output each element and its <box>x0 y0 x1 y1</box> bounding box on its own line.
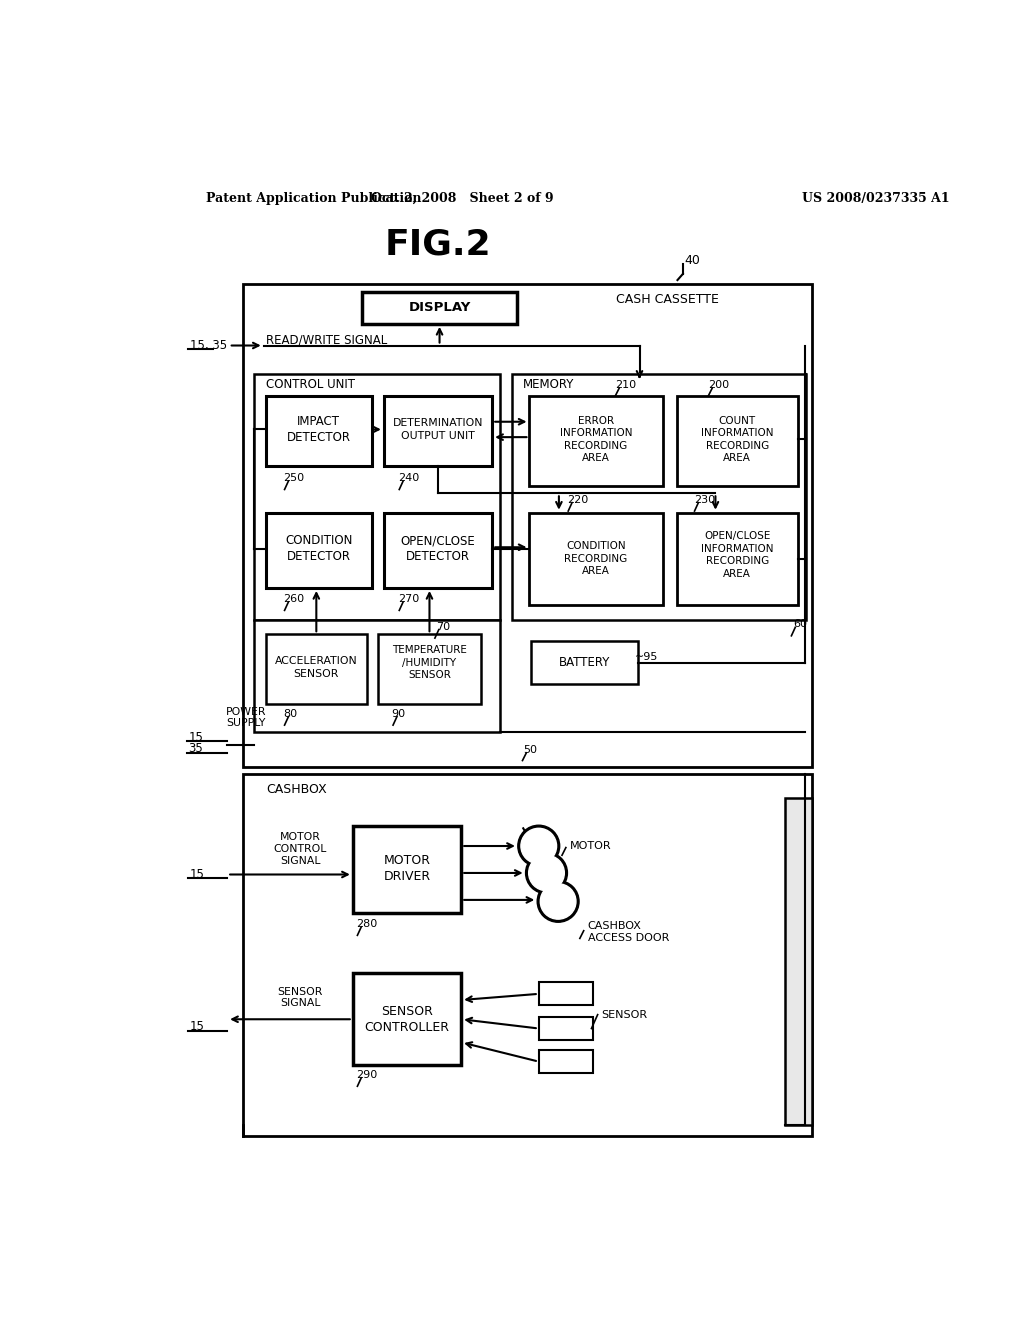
Circle shape <box>525 853 567 894</box>
Bar <box>266 635 367 704</box>
Text: SENSOR: SENSOR <box>601 1010 647 1019</box>
Bar <box>529 512 663 605</box>
Text: 240: 240 <box>397 473 419 483</box>
Bar <box>266 396 372 466</box>
Text: 60: 60 <box>793 619 807 630</box>
Text: 40: 40 <box>684 255 700 268</box>
Circle shape <box>528 855 564 891</box>
Text: 220: 220 <box>567 495 589 504</box>
Text: READ/WRITE SIGNAL: READ/WRITE SIGNAL <box>266 334 387 347</box>
Text: 260: 260 <box>283 594 304 603</box>
Text: 80: 80 <box>283 709 297 718</box>
Bar <box>266 512 372 589</box>
Text: TEMPERATURE
/HUMIDITY
SENSOR: TEMPERATURE /HUMIDITY SENSOR <box>392 645 467 680</box>
Text: ~95: ~95 <box>635 652 658 663</box>
Text: IMPACT
DETECTOR: IMPACT DETECTOR <box>287 414 350 444</box>
Text: CASHBOX: CASHBOX <box>266 783 327 796</box>
Bar <box>362 292 517 323</box>
Text: 15: 15 <box>190 869 205 880</box>
Text: US 2008/0237335 A1: US 2008/0237335 A1 <box>802 191 950 205</box>
Text: 230: 230 <box>693 495 715 504</box>
Text: CONDITION
DETECTOR: CONDITION DETECTOR <box>285 535 352 564</box>
Text: 90: 90 <box>391 709 406 718</box>
Text: SENSOR
CONTROLLER: SENSOR CONTROLLER <box>365 1005 450 1034</box>
Bar <box>243 775 812 1137</box>
Text: 280: 280 <box>356 919 377 929</box>
Text: SENSOR
SIGNAL: SENSOR SIGNAL <box>278 987 323 1008</box>
Bar <box>254 374 500 620</box>
Bar <box>254 620 500 733</box>
Text: FIG.2: FIG.2 <box>385 227 492 261</box>
Text: 290: 290 <box>356 1069 377 1080</box>
Text: MEMORY: MEMORY <box>523 379 574 391</box>
Text: CASHBOX
ACCESS DOOR: CASHBOX ACCESS DOOR <box>588 921 669 942</box>
Bar <box>529 396 663 486</box>
Bar <box>352 826 461 913</box>
Text: COUNT
INFORMATION
RECORDING
AREA: COUNT INFORMATION RECORDING AREA <box>700 416 773 463</box>
Text: ACCELERATION
SENSOR: ACCELERATION SENSOR <box>275 656 357 678</box>
Bar <box>677 396 799 486</box>
Text: POWER
SUPPLY: POWER SUPPLY <box>225 706 266 729</box>
Text: 15, 35: 15, 35 <box>190 339 227 352</box>
Circle shape <box>541 884 575 919</box>
Text: 200: 200 <box>708 380 729 389</box>
Circle shape <box>538 880 579 923</box>
Text: ERROR
INFORMATION
RECORDING
AREA: ERROR INFORMATION RECORDING AREA <box>560 416 633 463</box>
Bar <box>352 973 461 1065</box>
Text: 15: 15 <box>190 1020 205 1034</box>
Bar <box>785 797 812 1125</box>
Text: MOTOR
CONTROL
SIGNAL: MOTOR CONTROL SIGNAL <box>273 833 327 866</box>
Bar <box>677 512 799 605</box>
Bar <box>378 635 480 704</box>
Bar <box>384 396 493 466</box>
Text: 210: 210 <box>614 380 636 389</box>
Text: MOTOR
DRIVER: MOTOR DRIVER <box>383 854 430 883</box>
Text: CONDITION
RECORDING
AREA: CONDITION RECORDING AREA <box>564 541 628 577</box>
Bar <box>531 642 638 684</box>
Text: Patent Application Publication: Patent Application Publication <box>206 191 421 205</box>
Bar <box>384 512 493 589</box>
Text: OPEN/CLOSE
DETECTOR: OPEN/CLOSE DETECTOR <box>400 535 475 564</box>
Bar <box>539 1051 593 1073</box>
Text: 270: 270 <box>397 594 419 603</box>
Text: Oct. 2, 2008   Sheet 2 of 9: Oct. 2, 2008 Sheet 2 of 9 <box>372 191 554 205</box>
Text: 70: 70 <box>436 622 451 631</box>
Bar <box>243 284 812 767</box>
Text: CASH CASSETTE: CASH CASSETTE <box>616 293 719 306</box>
Text: DISPLAY: DISPLAY <box>409 301 471 314</box>
Text: OPEN/CLOSE
INFORMATION
RECORDING
AREA: OPEN/CLOSE INFORMATION RECORDING AREA <box>700 532 773 578</box>
Text: DETERMINATION
OUTPUT UNIT: DETERMINATION OUTPUT UNIT <box>393 418 483 441</box>
Text: MOTOR: MOTOR <box>569 841 611 851</box>
Bar <box>539 1016 593 1040</box>
Text: 35: 35 <box>188 742 203 755</box>
Text: CONTROL UNIT: CONTROL UNIT <box>266 379 355 391</box>
Text: 250: 250 <box>283 473 304 483</box>
Text: BATTERY: BATTERY <box>559 656 610 669</box>
Circle shape <box>518 825 560 867</box>
Bar <box>539 982 593 1006</box>
Bar <box>512 374 806 620</box>
Circle shape <box>521 829 557 863</box>
Text: 15: 15 <box>188 731 204 744</box>
Text: 50: 50 <box>523 744 538 755</box>
